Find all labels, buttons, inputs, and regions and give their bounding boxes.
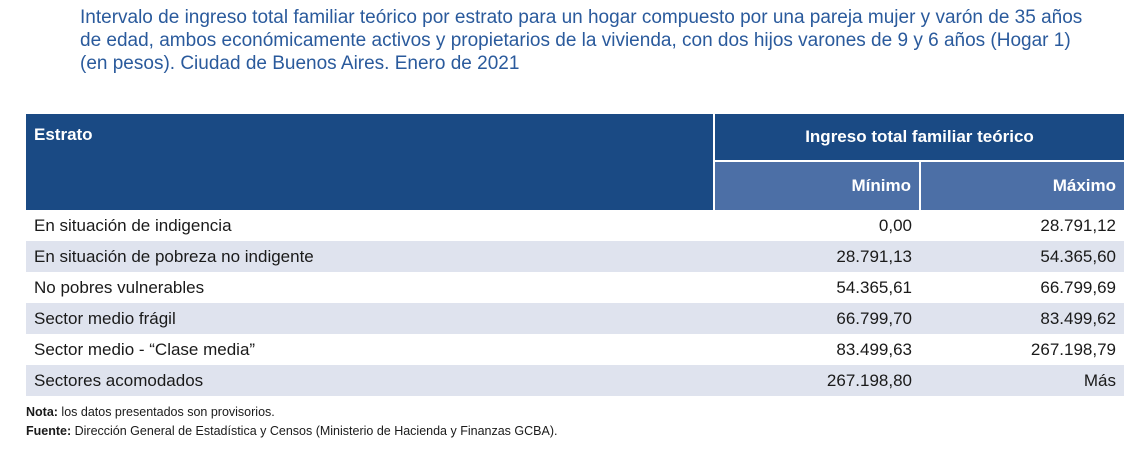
cell-minimo: 66.799,70	[714, 303, 920, 334]
cell-minimo: 0,00	[878, 215, 912, 235]
cell-minimo: 267.198,80	[714, 365, 920, 396]
cell-estrato: En situación de pobreza no indigente	[26, 241, 714, 272]
cell-maximo: Más	[920, 365, 1125, 396]
table-notes: Nota: los datos presentados son provisor…	[26, 403, 557, 441]
cell-estrato: En situación de indigencia	[34, 215, 232, 235]
fuente-line: Fuente: Dirección General de Estadística…	[26, 422, 557, 441]
header-minimo: Mínimo	[714, 160, 921, 210]
nota-line: Nota: los datos presentados son provisor…	[26, 403, 557, 422]
cell-maximo: 83.499,62	[920, 303, 1125, 334]
fuente-text: Dirección General de Estadística y Censo…	[71, 424, 558, 438]
cell-estrato: Sector medio frágil	[26, 303, 714, 334]
fuente-label: Fuente:	[26, 424, 72, 438]
income-table: Estrato Ingreso total familiar teórico M…	[26, 114, 1125, 396]
nota-label: Nota:	[26, 405, 58, 419]
table-title: Intervalo de ingreso total familiar teór…	[80, 7, 1083, 74]
cell-minimo: 28.791,13	[714, 241, 920, 272]
cell-minimo: 83.499,63	[836, 339, 912, 359]
cell-maximo: 66.799,69	[1040, 277, 1117, 297]
table-row: En situación de pobreza no indigente 28.…	[26, 241, 1125, 272]
cell-maximo: 267.198,79	[1030, 339, 1117, 359]
table-row: En situación de indigencia 0,00 28.791,1…	[26, 210, 1124, 241]
cell-maximo: 54.365,60	[920, 241, 1125, 272]
header-ingreso-total: Ingreso total familiar teórico	[714, 114, 1125, 161]
table-row: Sectores acomodados 267.198,80 Más	[26, 365, 1125, 396]
header-estrato: Estrato	[26, 114, 715, 210]
table-row: No pobres vulnerables 54.365,61 66.799,6…	[26, 272, 1124, 303]
cell-maximo: 28.791,12	[1040, 215, 1117, 235]
nota-text: los datos presentados son provisorios.	[57, 405, 275, 419]
header-maximo: Máximo	[920, 160, 1125, 210]
table-row: Sector medio - “Clase media” 83.499,63 2…	[26, 334, 1124, 365]
table-row: Sector medio frágil 66.799,70 83.499,62	[26, 303, 1125, 334]
cell-estrato: No pobres vulnerables	[34, 277, 205, 297]
cell-estrato: Sector medio - “Clase media”	[34, 339, 256, 359]
cell-estrato: Sectores acomodados	[26, 365, 714, 396]
cell-minimo: 54.365,61	[836, 277, 912, 297]
